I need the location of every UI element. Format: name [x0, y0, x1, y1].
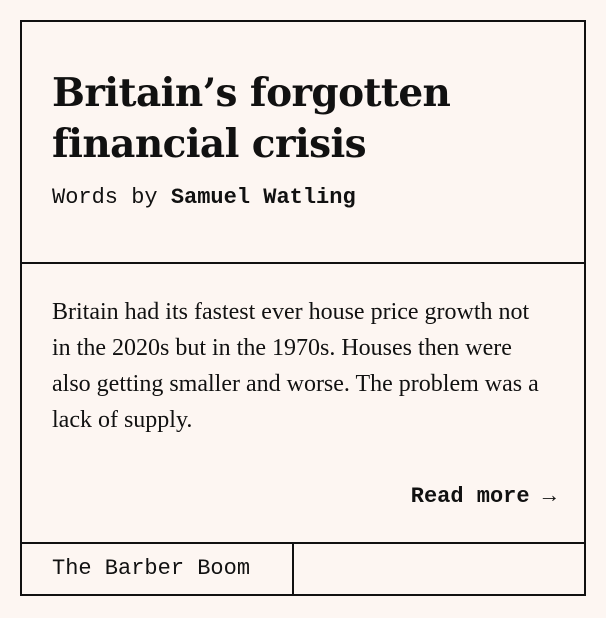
byline-prefix: Words by [52, 185, 171, 210]
article-card: Britain’s forgotten financial crisis Wor… [20, 20, 586, 596]
read-more-link[interactable]: Read more → [410, 484, 556, 509]
article-body: Britain had its fastest ever house price… [22, 264, 584, 544]
article-excerpt: Britain had its fastest ever house price… [52, 299, 539, 433]
author-name[interactable]: Samuel Watling [170, 185, 356, 210]
byline: Words by Samuel Watling [52, 184, 356, 212]
article-title[interactable]: Britain’s forgotten financial crisis [52, 70, 451, 167]
footer-empty-cell [294, 544, 584, 594]
article-footer: The Barber Boom [22, 544, 584, 594]
series-tag[interactable]: The Barber Boom [22, 544, 294, 594]
article-header: Britain’s forgotten financial crisis Wor… [22, 22, 584, 264]
